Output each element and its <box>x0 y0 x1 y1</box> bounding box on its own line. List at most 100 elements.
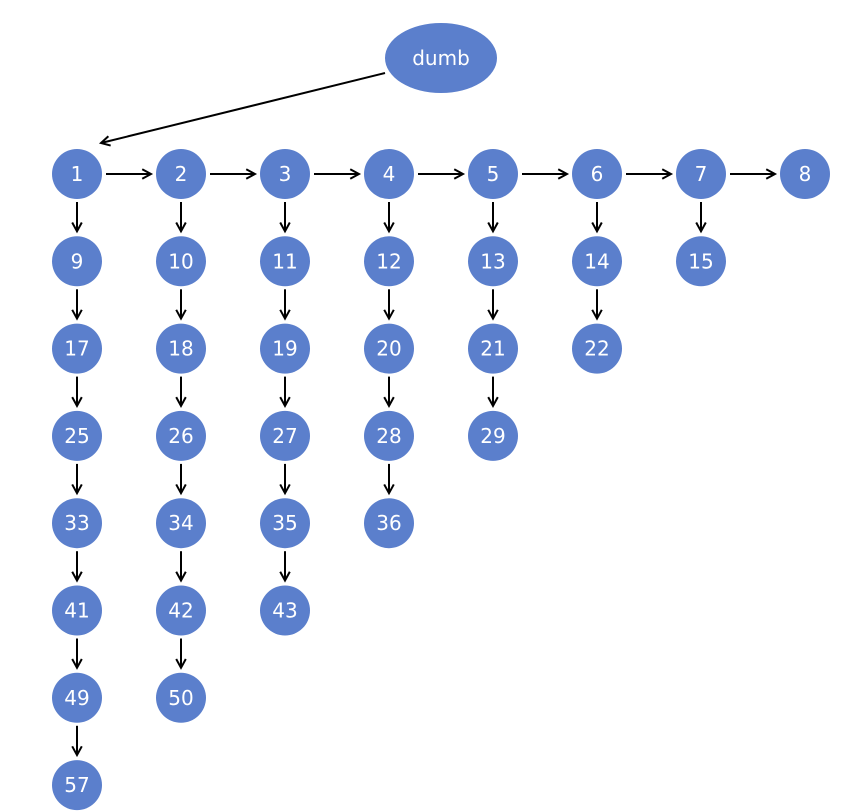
node-label: 25 <box>64 424 89 448</box>
node-circle <box>156 585 206 636</box>
edge-6-to-7 <box>626 168 674 180</box>
node-circle <box>468 149 518 199</box>
edge-28-to-36 <box>383 463 395 496</box>
node-circle <box>676 149 726 199</box>
node-15: 15 <box>676 236 726 287</box>
edge-7-to-8 <box>730 168 778 180</box>
node-label: 13 <box>480 249 505 273</box>
node-28: 28 <box>364 410 414 461</box>
arrowhead-icon <box>695 222 707 234</box>
edge-7-to-15 <box>695 202 707 234</box>
node-label: 43 <box>272 599 297 623</box>
node-label: 41 <box>64 599 89 623</box>
node-circle <box>156 323 206 374</box>
node-label: 4 <box>383 162 396 186</box>
edge-41-to-49 <box>71 638 83 670</box>
edge-13-to-21 <box>487 289 499 321</box>
node-label: 34 <box>168 511 193 535</box>
node-9: 9 <box>52 236 102 287</box>
arrowhead-icon <box>71 309 83 321</box>
node-circle <box>572 323 622 374</box>
edge-5-to-13 <box>487 202 499 234</box>
node-13: 13 <box>468 236 518 287</box>
node-circle <box>156 672 206 723</box>
edge-12-to-20 <box>383 289 395 321</box>
node-circle <box>780 149 830 199</box>
arrowhead-icon <box>175 658 187 670</box>
node-49: 49 <box>52 672 102 723</box>
node-circle <box>260 236 310 287</box>
root-label: dumb <box>412 46 470 70</box>
node-7: 7 <box>676 149 726 199</box>
node-26: 26 <box>156 410 206 461</box>
node-label: 57 <box>64 773 89 797</box>
node-19: 19 <box>260 323 310 374</box>
node-circle <box>572 149 622 199</box>
edge-11-to-19 <box>279 289 291 321</box>
node-circle <box>156 236 206 287</box>
node-50: 50 <box>156 672 206 723</box>
arrowhead-icon <box>175 571 187 583</box>
arrowhead-icon <box>71 222 83 234</box>
node-circle <box>364 410 414 461</box>
node-label: 14 <box>584 249 609 273</box>
node-label: 27 <box>272 424 297 448</box>
node-circle <box>468 236 518 287</box>
edge-2-to-10 <box>175 202 187 234</box>
edge-34-to-42 <box>175 551 187 583</box>
edge-33-to-41 <box>71 551 83 583</box>
node-circle <box>260 585 310 636</box>
node-circle <box>468 323 518 374</box>
node-label: 21 <box>480 337 505 361</box>
node-label: 8 <box>799 162 812 186</box>
node-4: 4 <box>364 149 414 199</box>
node-circle <box>52 498 102 549</box>
node-circle <box>260 410 310 461</box>
arrowhead-icon <box>71 396 83 408</box>
arrowhead-icon <box>175 396 187 408</box>
arrowhead-icon <box>383 396 395 408</box>
arrow-line <box>100 72 386 144</box>
arrowhead-icon <box>765 168 778 180</box>
arrowhead-icon <box>98 135 111 147</box>
node-5: 5 <box>468 149 518 199</box>
node-label: 19 <box>272 337 297 361</box>
node-circle <box>52 672 102 723</box>
node-33: 33 <box>52 498 102 549</box>
node-11: 11 <box>260 236 310 287</box>
arrowhead-icon <box>279 396 291 408</box>
node-25: 25 <box>52 410 102 461</box>
node-22: 22 <box>572 323 622 374</box>
node-circle <box>364 498 414 549</box>
arrowhead-icon <box>71 483 83 496</box>
arrowhead-icon <box>71 571 83 583</box>
node-17: 17 <box>52 323 102 374</box>
arrowhead-icon <box>279 571 291 583</box>
node-35: 35 <box>260 498 310 549</box>
node-27: 27 <box>260 410 310 461</box>
node-label: 2 <box>175 162 188 186</box>
node-label: 10 <box>168 249 193 273</box>
edge-1-to-9 <box>71 202 83 234</box>
node-label: 9 <box>71 249 84 273</box>
node-2: 2 <box>156 149 206 199</box>
node-label: 18 <box>168 337 193 361</box>
arrowhead-icon <box>383 309 395 321</box>
edge-4-to-12 <box>383 202 395 234</box>
edge-18-to-26 <box>175 376 187 408</box>
node-29: 29 <box>468 410 518 461</box>
node-circle <box>52 236 102 287</box>
arrowhead-icon <box>453 168 466 180</box>
node-circle <box>260 323 310 374</box>
edge-6-to-14 <box>591 202 603 234</box>
node-label: 49 <box>64 686 89 710</box>
node-label: 11 <box>272 249 297 273</box>
node-circle <box>260 498 310 549</box>
edge-10-to-18 <box>175 289 187 321</box>
edge-5-to-6 <box>522 168 570 180</box>
arrowhead-icon <box>279 222 291 234</box>
node-36: 36 <box>364 498 414 549</box>
edge-26-to-34 <box>175 463 187 496</box>
